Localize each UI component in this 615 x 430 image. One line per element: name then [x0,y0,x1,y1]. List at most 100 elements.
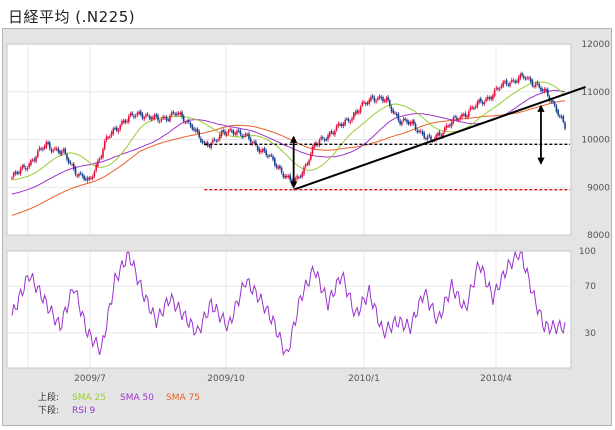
candle-body [38,147,41,151]
candle-body [35,156,37,162]
candle-body [397,114,400,121]
candle-body [353,113,355,119]
candle-body [316,144,319,146]
legend-sma25: SMA 25 [72,393,106,403]
candle-body [505,80,508,84]
candle-body [497,88,499,90]
candle-body [414,124,417,130]
candle-body [103,141,106,149]
candle-body [425,138,427,140]
legend-sma75: SMA 75 [166,393,200,403]
candle-body [198,131,200,138]
x-axis-labels: 2009/7 2009/10 2010/1 2010/4 [74,374,512,384]
sma-layer [11,81,566,216]
candle-body [67,159,70,163]
candle-body [134,115,137,117]
candle-body [310,153,312,160]
candle-body [158,121,161,123]
candle-body [148,116,151,118]
candle-body [560,116,563,118]
candle-body [535,83,537,87]
candle-body [564,122,566,129]
candle-body [110,132,113,136]
candle-body [128,116,130,122]
candle-body [509,82,511,86]
candle-body [193,128,195,131]
candle-body [174,114,176,115]
candle-body [272,156,274,160]
candle-body [342,123,345,127]
candle-body [71,164,73,166]
candle-body [358,111,360,113]
candle-body [61,151,63,155]
candle-body [332,132,334,134]
candle-body [153,115,156,119]
candle-body [270,155,273,157]
candle-body [418,131,420,132]
candle-body [274,158,276,165]
candle-body [213,139,216,141]
candle-body [516,81,518,83]
candle-body [282,173,285,177]
candle-body [536,82,539,84]
candle-body [351,118,353,121]
candle-body [301,172,303,177]
candle-body [253,141,255,143]
candle-body [219,134,221,140]
candle-body [241,135,243,138]
candle-body [468,111,470,117]
candle-body [461,114,463,118]
candle-body [550,101,553,103]
candle-body [387,97,389,101]
candle-body [100,156,103,159]
candle-body [126,120,128,122]
candle-body [265,150,267,155]
candle-body [404,119,407,120]
candle-body [227,130,230,133]
candle-body [471,107,474,109]
candle-body [232,130,235,135]
candle-body [322,137,324,139]
candle-body [176,113,178,115]
candle-body [373,97,376,101]
candle-body [559,115,561,117]
candle-body [146,114,149,116]
candle-body [30,160,32,165]
candle-body [177,112,180,115]
candle-body [150,117,152,120]
candle-body [74,168,77,175]
candle-body [545,89,547,91]
candle-body [485,98,487,102]
sma25-line [11,81,566,181]
candle-body [552,100,554,102]
candle-body [215,140,218,142]
candle-body [231,130,233,132]
candle-body [423,132,425,138]
candle-body [478,99,480,103]
candle-body [371,95,374,98]
candle-body [504,81,506,83]
candle-body [90,177,92,179]
candle-body [26,168,29,170]
legend-upper-label: 上段: [38,391,59,403]
candle-body [547,89,549,96]
price-tick-label: 8000 [587,231,610,241]
candle-body [359,106,362,113]
candle-body [356,110,358,113]
candle-body [145,114,147,117]
candle-body [474,106,477,108]
y-axis-labels: 8000 9000 10000 11000 12000 30 70 100 [579,40,610,339]
candle-body [112,128,115,134]
candle-body [294,178,297,184]
candle-body [40,148,42,150]
candle-body [76,175,79,177]
annotation-layer [204,85,586,191]
rsi-line [11,250,566,357]
candle-body [437,133,439,136]
candle-body [555,105,558,112]
candle-body [523,76,525,78]
candle-body [495,87,498,89]
candle-body [172,111,175,113]
candle-body [191,125,194,130]
candle-body [196,128,199,132]
